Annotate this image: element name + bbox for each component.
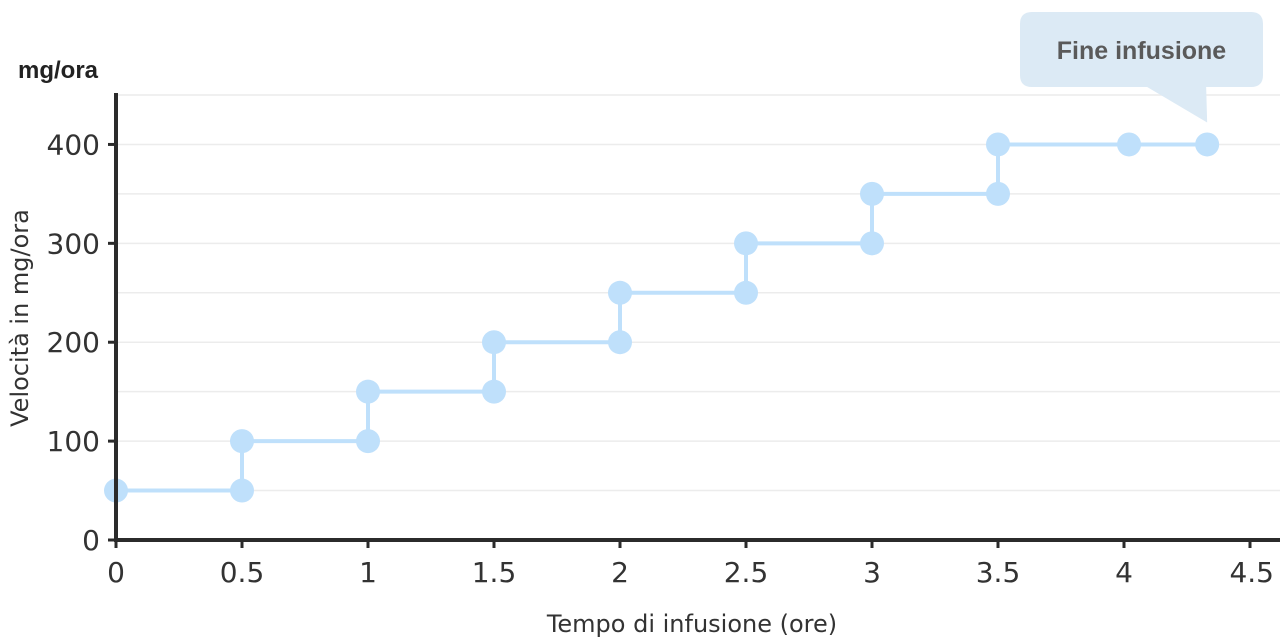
x-tick-label: 3 [863, 556, 881, 589]
data-point-13 [986, 181, 1010, 206]
x-tick-labels: 0 0.5 1 1.5 2 2.5 3 3.5 4 4.5 [107, 540, 1274, 589]
data-point-12 [860, 181, 884, 206]
unit-label: mg/ora [18, 57, 99, 84]
x-tick-label: 2 [611, 556, 629, 589]
x-tick-label: 2.5 [724, 556, 769, 589]
axes [114, 93, 1280, 542]
x-tick-label: 0 [107, 556, 125, 589]
data-point-5 [482, 379, 506, 404]
y-tick-label: 400 [47, 128, 100, 161]
data-point-11 [860, 231, 884, 256]
data-point-16 [1195, 132, 1220, 157]
x-tick-label: 4.5 [1229, 556, 1274, 589]
series-line [116, 142, 1208, 493]
y-tick-labels: 0 100 200 300 400 [47, 128, 116, 557]
data-point-2 [230, 429, 254, 454]
x-tick-label: 4 [1115, 556, 1133, 589]
data-point-7 [608, 330, 632, 355]
x-tick-label: 3.5 [976, 556, 1021, 589]
end-infusion-callout: Fine infusione [1020, 12, 1263, 123]
y-tick-label: 0 [82, 524, 100, 557]
data-point-1 [230, 478, 254, 503]
data-point-15 [1117, 132, 1142, 157]
x-axis-title: Tempo di infusione (ore) [546, 610, 837, 638]
y-tick-label: 100 [47, 425, 100, 458]
x-tick-label: 0.5 [220, 556, 265, 589]
callout-text: Fine infusione [1057, 37, 1227, 65]
callout-bubble [1020, 12, 1263, 123]
data-point-14 [986, 132, 1010, 157]
y-axis-title: Velocità in mg/ora [6, 209, 34, 427]
data-point-4 [356, 379, 380, 404]
data-point-6 [482, 330, 506, 355]
data-point-8 [608, 280, 632, 305]
data-points [104, 132, 1220, 503]
data-point-10 [734, 231, 758, 256]
x-tick-label: 1.5 [472, 556, 517, 589]
data-point-3 [356, 429, 380, 454]
y-tick-label: 200 [47, 326, 100, 359]
data-point-9 [734, 280, 758, 305]
x-tick-label: 1 [359, 556, 377, 589]
y-tick-label: 300 [47, 227, 100, 260]
step-line [116, 142, 1208, 493]
